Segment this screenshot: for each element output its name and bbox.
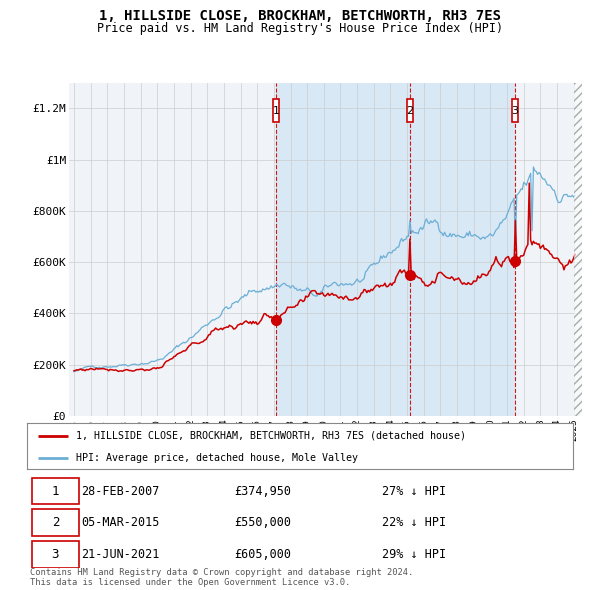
Text: Price paid vs. HM Land Registry's House Price Index (HPI): Price paid vs. HM Land Registry's House … bbox=[97, 22, 503, 35]
FancyBboxPatch shape bbox=[32, 541, 79, 568]
Text: 22% ↓ HPI: 22% ↓ HPI bbox=[382, 516, 446, 529]
Bar bbox=[574, 83, 584, 416]
Text: 1: 1 bbox=[52, 484, 59, 497]
FancyBboxPatch shape bbox=[512, 99, 518, 122]
Text: £605,000: £605,000 bbox=[235, 548, 292, 560]
Text: Contains HM Land Registry data © Crown copyright and database right 2024.
This d: Contains HM Land Registry data © Crown c… bbox=[30, 568, 413, 587]
Text: £374,950: £374,950 bbox=[235, 484, 292, 497]
Bar bbox=[574, 83, 584, 416]
Text: 2: 2 bbox=[52, 516, 59, 529]
FancyBboxPatch shape bbox=[407, 99, 413, 122]
Text: 1, HILLSIDE CLOSE, BROCKHAM, BETCHWORTH, RH3 7ES (detached house): 1, HILLSIDE CLOSE, BROCKHAM, BETCHWORTH,… bbox=[76, 431, 466, 441]
Text: 2: 2 bbox=[406, 106, 413, 116]
Text: 1: 1 bbox=[272, 106, 280, 116]
Text: 21-JUN-2021: 21-JUN-2021 bbox=[82, 548, 160, 560]
Text: 28-FEB-2007: 28-FEB-2007 bbox=[82, 484, 160, 497]
Text: 29% ↓ HPI: 29% ↓ HPI bbox=[382, 548, 446, 560]
FancyBboxPatch shape bbox=[32, 478, 79, 504]
FancyBboxPatch shape bbox=[273, 99, 279, 122]
Text: HPI: Average price, detached house, Mole Valley: HPI: Average price, detached house, Mole… bbox=[76, 453, 358, 463]
Text: 3: 3 bbox=[511, 106, 518, 116]
Text: £550,000: £550,000 bbox=[235, 516, 292, 529]
Text: 1, HILLSIDE CLOSE, BROCKHAM, BETCHWORTH, RH3 7ES: 1, HILLSIDE CLOSE, BROCKHAM, BETCHWORTH,… bbox=[99, 9, 501, 23]
Bar bbox=[276, 83, 515, 416]
Text: 05-MAR-2015: 05-MAR-2015 bbox=[82, 516, 160, 529]
Text: 3: 3 bbox=[52, 548, 59, 560]
FancyBboxPatch shape bbox=[32, 509, 79, 536]
Text: 27% ↓ HPI: 27% ↓ HPI bbox=[382, 484, 446, 497]
